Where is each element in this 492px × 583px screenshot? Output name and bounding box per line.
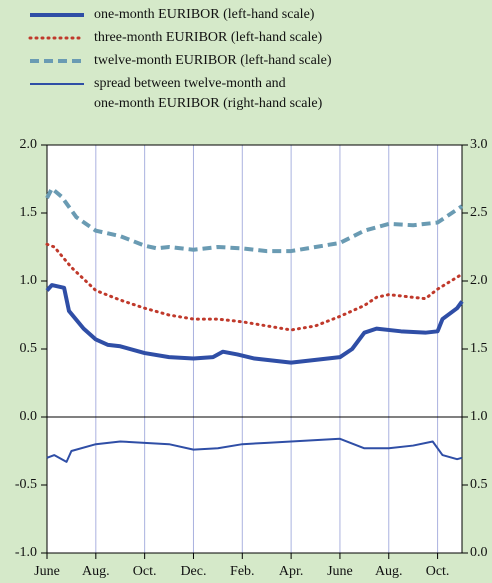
- y2-tick-label: 0.0: [470, 545, 488, 560]
- series-line: [45, 186, 464, 254]
- series-line: [46, 437, 463, 463]
- plot-frame: [46, 144, 463, 554]
- legend-label: twelve-month EURIBOR (left-hand scale): [94, 53, 332, 68]
- series-line: [45, 283, 464, 365]
- y-tick-label: 0.5: [20, 341, 38, 356]
- y2-tick-label: 1.0: [470, 409, 488, 424]
- y-tick-label: -0.5: [15, 477, 37, 492]
- x-tick-label: Feb.: [230, 564, 255, 579]
- y-tick-label: 0.0: [20, 409, 38, 424]
- y-tick-label: -1.0: [15, 545, 37, 560]
- y2-tick-label: 3.0: [470, 137, 488, 152]
- x-tick-label: Apr.: [279, 564, 304, 579]
- x-tick-label: Dec.: [180, 564, 206, 579]
- x-tick-label: Aug.: [82, 564, 110, 579]
- plot-area: [47, 145, 462, 553]
- series-line: [45, 242, 464, 332]
- legend-label: one-month EURIBOR (left-hand scale): [94, 7, 315, 22]
- x-tick-label: June: [327, 564, 353, 579]
- x-tick-label: Aug.: [375, 564, 403, 579]
- y-tick-label: 2.0: [20, 137, 38, 152]
- x-tick-label: June: [34, 564, 60, 579]
- y2-tick-label: 0.5: [470, 477, 488, 492]
- legend-label: three-month EURIBOR (left-hand scale): [94, 30, 323, 45]
- y2-tick-label: 2.5: [470, 205, 488, 220]
- y-tick-label: 1.5: [20, 205, 38, 220]
- legend-label: spread between twelve-month and one-month…: [94, 76, 323, 111]
- y2-tick-label: 2.0: [470, 273, 488, 288]
- y2-tick-label: 1.5: [470, 341, 488, 356]
- y-tick-label: 1.0: [20, 273, 38, 288]
- x-tick-label: Oct.: [426, 564, 450, 579]
- x-tick-label: Oct.: [133, 564, 157, 579]
